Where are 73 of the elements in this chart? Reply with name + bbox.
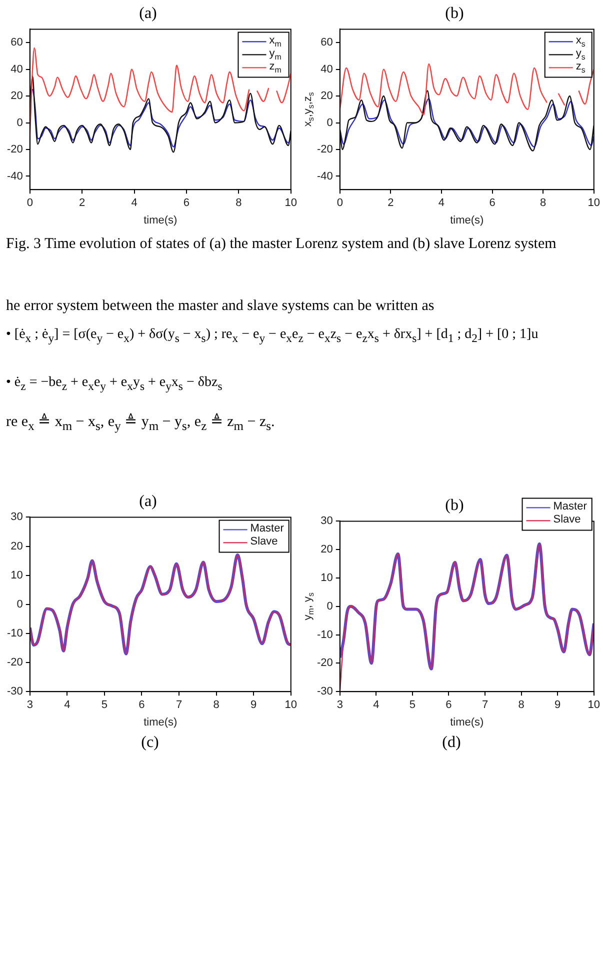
x-tick-label: 6 xyxy=(446,699,452,712)
x-tick-label: 9 xyxy=(250,699,257,712)
y-tick-label: 20 xyxy=(10,540,23,552)
y-tick-label: 30 xyxy=(10,511,23,524)
x-tick-label: 2 xyxy=(79,197,86,210)
x-tick-label: 8 xyxy=(518,699,524,712)
y-tick-label: -30 xyxy=(316,686,333,698)
legend-label: Master xyxy=(553,500,588,513)
x-tick-label: 4 xyxy=(373,699,380,712)
y-tick-label: -20 xyxy=(6,656,23,669)
x-tick-label: 9 xyxy=(554,699,561,712)
x-tick-label: 10 xyxy=(588,197,600,210)
y-tick-label: 60 xyxy=(320,36,333,49)
y-tick-label: 20 xyxy=(320,90,333,102)
chart-title: (b) xyxy=(445,496,464,514)
chart-title: (b) xyxy=(445,4,464,22)
text: (c) xyxy=(140,733,160,753)
chart-title: (a) xyxy=(139,492,157,510)
y-tick-label: -20 xyxy=(6,144,23,156)
x-tick-label: 8 xyxy=(213,699,220,712)
x-axis-title: time(s) xyxy=(450,716,484,728)
y-tick-label: 30 xyxy=(320,515,333,528)
x-tick-label: 4 xyxy=(131,197,138,210)
y-tick-label: -40 xyxy=(316,170,333,182)
y-tick-label: -10 xyxy=(316,628,333,641)
y-tick-label: 40 xyxy=(10,63,23,76)
legend-label: Slave xyxy=(553,514,581,526)
text: re e$_{x}$ ≜ x$_{m}$ − x$_{s}$, e$_{y}$ ≜ y$_{m}$ − y$_{s}$, e$_{z}$ ≜ z$_{m}$ − z$_{s}$. xyxy=(6,414,275,433)
x-axis-title: time(s) xyxy=(450,214,484,226)
x-tick-label: 10 xyxy=(588,699,600,712)
y-tick-label: 40 xyxy=(320,63,333,76)
legend-label: Master xyxy=(250,522,284,535)
x-tick-label: 7 xyxy=(176,699,182,712)
x-axis-title: time(s) xyxy=(144,214,178,226)
y-tick-label: 0 xyxy=(16,116,23,129)
x-tick-label: 8 xyxy=(236,197,242,210)
x-tick-label: 6 xyxy=(183,197,190,210)
y-tick-label: 10 xyxy=(10,569,23,582)
x-tick-label: 10 xyxy=(284,699,298,712)
x-tick-label: 5 xyxy=(409,699,416,712)
text: • [ė$_{x}$ ; ė$_{y}$] = [σ(e$_{y}$ − e$_{x}$) + δσ(y$_{s}$ − x$_{s}$) ; re$_{x}$ − e$_{y}$ − e$_{x}$e$_{z}$ − e$_{x}$z$_{s}$ − e$_{z}$x$_{s}$ + δrx$_{s}$] + [d$_{1}$ ; d$_{2}$] + [0 ; 1]u xyxy=(6,327,538,345)
x-tick-label: 5 xyxy=(101,699,108,712)
caption: Fig. 3 Time evolution of states of (a) the master Lorenz system and (b) slave Lorenz system xyxy=(6,235,558,254)
y-tick-label: 20 xyxy=(10,90,23,102)
x-tick-label: 0 xyxy=(336,197,343,210)
x-tick-label: 4 xyxy=(438,197,445,210)
y-tick-label: -10 xyxy=(6,628,23,640)
y-tick-label: 20 xyxy=(320,544,333,556)
y-tick-label: -20 xyxy=(316,657,333,670)
text: • ė$_{z}$ = −be$_{z}$ + e$_{x}$e$_{y}$ + e$_{x}$y$_{s}$ + e$_{y}$x$_{s}$ − δbz$_{s}$ xyxy=(6,375,222,393)
y-tick-label: 0 xyxy=(326,600,333,612)
x-tick-label: 8 xyxy=(540,197,546,210)
chart-title: (a) xyxy=(139,4,157,22)
y-tick-label: 10 xyxy=(320,572,333,584)
x-tick-label: 3 xyxy=(336,699,343,712)
x-tick-label: 2 xyxy=(388,197,394,210)
x-tick-label: 4 xyxy=(64,699,70,712)
x-tick-label: 10 xyxy=(284,197,298,210)
x-tick-label: 7 xyxy=(482,699,488,712)
y-tick-label: 60 xyxy=(10,36,23,49)
x-axis-title: time(s) xyxy=(144,716,178,728)
x-tick-label: 3 xyxy=(26,699,33,712)
y-tick-label: -20 xyxy=(316,144,333,156)
legend-label: Slave xyxy=(250,536,278,548)
text: (d) xyxy=(441,733,462,753)
text: he error system between the master and slave systems can be written as xyxy=(6,297,436,316)
y-tick-label: 0 xyxy=(326,116,333,129)
x-tick-label: 6 xyxy=(138,699,145,712)
x-tick-label: 0 xyxy=(26,197,33,210)
y-tick-label: -40 xyxy=(6,170,23,182)
y-tick-label: -30 xyxy=(6,686,23,698)
y-tick-label: 0 xyxy=(16,598,23,610)
x-tick-label: 6 xyxy=(489,197,496,210)
